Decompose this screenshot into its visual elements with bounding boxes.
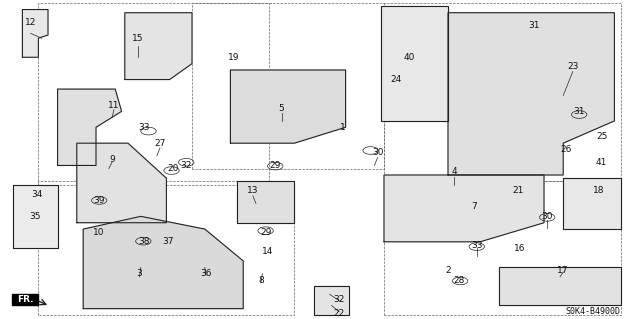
Polygon shape [384,175,544,242]
Polygon shape [448,13,614,175]
Text: 41: 41 [596,158,607,167]
Text: 22: 22 [333,309,345,318]
Polygon shape [125,13,192,79]
Text: 2: 2 [445,266,451,275]
Text: 8: 8 [259,276,264,285]
Text: 32: 32 [333,294,345,304]
Text: 17: 17 [557,266,569,275]
Text: 29: 29 [269,161,281,170]
Text: 40: 40 [404,53,415,62]
Polygon shape [230,70,346,143]
Text: 31: 31 [573,107,585,116]
Text: 21: 21 [513,186,524,196]
Text: 33: 33 [471,241,483,249]
Text: 36: 36 [200,269,212,278]
Text: 26: 26 [561,145,572,154]
Text: 20: 20 [167,164,179,173]
Polygon shape [83,216,243,309]
Text: 19: 19 [228,53,239,62]
Text: 23: 23 [567,62,579,71]
Text: 12: 12 [25,18,36,27]
Polygon shape [12,294,38,305]
Text: 39: 39 [93,196,105,205]
Polygon shape [237,182,294,223]
Text: 10: 10 [93,228,105,237]
Text: 14: 14 [262,247,273,256]
Polygon shape [58,89,122,166]
Text: 25: 25 [596,132,607,141]
Text: 18: 18 [593,186,604,196]
Text: 34: 34 [31,189,43,199]
Text: 27: 27 [154,139,166,148]
Text: 38: 38 [138,237,150,246]
Text: 35: 35 [29,212,41,221]
Text: S0K4-B4900D: S0K4-B4900D [566,307,621,316]
Text: FR.: FR. [17,295,33,304]
Text: 7: 7 [471,202,476,211]
Text: 4: 4 [452,167,457,176]
Polygon shape [13,185,58,248]
Text: 28: 28 [454,276,465,285]
Text: 3: 3 [137,269,142,278]
Text: 15: 15 [132,34,143,43]
Polygon shape [22,10,48,57]
Polygon shape [314,286,349,315]
Text: 31: 31 [529,21,540,30]
Text: 13: 13 [247,186,259,196]
Text: 32: 32 [180,161,191,170]
Text: 29: 29 [260,228,271,237]
Text: 16: 16 [514,244,525,253]
Text: 24: 24 [390,75,401,84]
Text: 9: 9 [109,155,115,164]
Text: 30: 30 [372,148,383,157]
Text: 33: 33 [138,123,150,132]
Text: 37: 37 [163,237,174,246]
Polygon shape [77,143,166,223]
Text: 11: 11 [108,100,120,109]
Polygon shape [563,178,621,229]
Text: 30: 30 [541,212,553,221]
Polygon shape [381,6,448,121]
Text: 5: 5 [279,104,284,113]
Text: 1: 1 [340,123,345,132]
Polygon shape [499,267,621,306]
